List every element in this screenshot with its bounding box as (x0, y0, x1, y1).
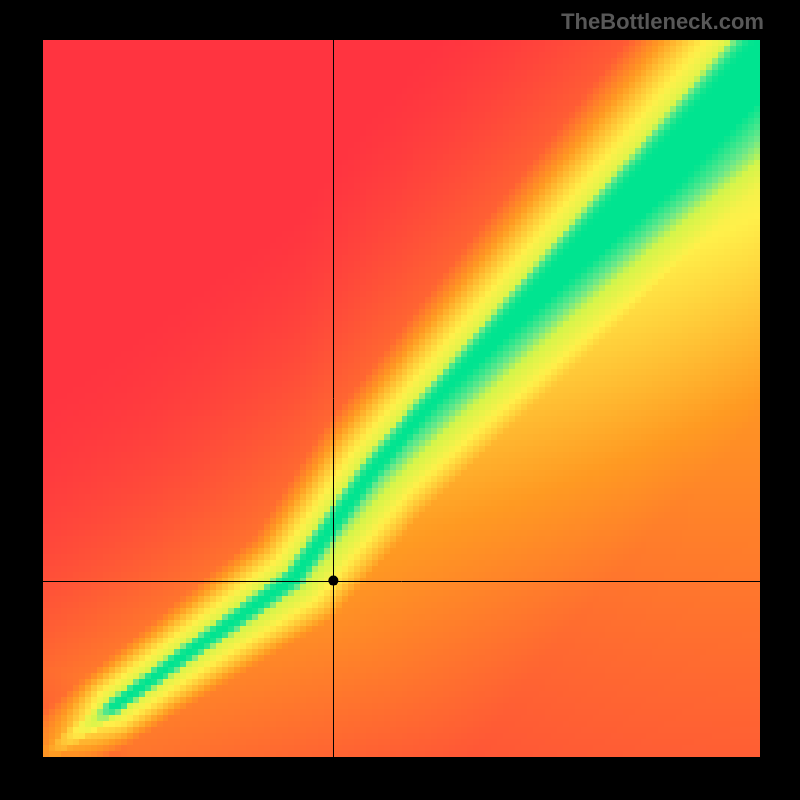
bottleneck-heatmap (0, 0, 800, 800)
watermark: TheBottleneck.com (561, 9, 764, 35)
chart-container: TheBottleneck.com (0, 0, 800, 800)
